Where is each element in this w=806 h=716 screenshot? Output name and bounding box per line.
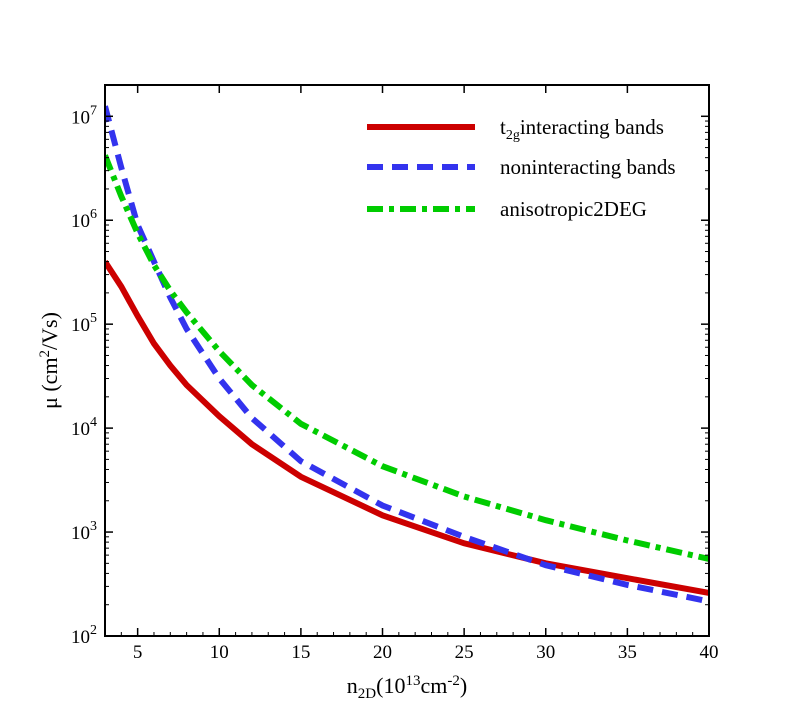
y-tick-label: 106	[71, 207, 97, 232]
series-line-1	[105, 105, 709, 605]
y-tick-label: 107	[71, 103, 97, 128]
x-tick-label: 10	[210, 642, 229, 663]
x-axis-label: n2D(1013cm-2)	[347, 673, 467, 702]
legend-label-1: noninteracting bands	[500, 155, 676, 179]
x-tick-label: 20	[373, 642, 392, 663]
x-tick-label: 5	[133, 642, 143, 663]
x-tick-label: 25	[455, 642, 474, 663]
x-tick-label: 35	[618, 642, 637, 663]
y-tick-label: 105	[71, 311, 97, 336]
legend: t2ginteracting bands noninteracting bands…	[367, 115, 676, 221]
y-tick-label: 102	[71, 623, 97, 648]
plot-frame	[104, 84, 710, 637]
series-line-2	[105, 154, 709, 562]
series-layer	[105, 105, 709, 605]
x-tick-label: 30	[536, 642, 555, 663]
y-tick-label: 104	[71, 415, 97, 440]
y-axis-label: μ (cm2/Vs)	[37, 312, 62, 409]
ticks-layer: 5 10 15 20 25 30 35 40 102 103 104 105 106 107	[71, 84, 719, 663]
x-tick-label: 40	[700, 642, 719, 663]
x-tick-label: 15	[291, 642, 310, 663]
legend-label-0: t2ginteracting bands	[500, 115, 664, 143]
series-line-0	[105, 259, 709, 596]
legend-label-2: anisotropic2DEG	[500, 197, 647, 221]
y-tick-label: 103	[71, 519, 97, 544]
